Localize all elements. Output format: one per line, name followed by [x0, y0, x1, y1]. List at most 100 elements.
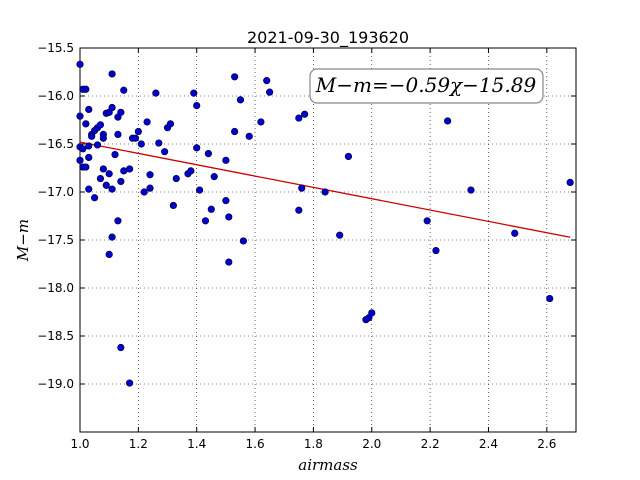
data-point: [336, 231, 344, 239]
x-tick-label: 1.0: [70, 437, 89, 451]
data-point: [134, 127, 142, 136]
data-point: [111, 150, 119, 159]
data-point: [263, 77, 271, 85]
data-point: [120, 86, 128, 94]
data-point: [295, 114, 303, 122]
data-point: [117, 108, 125, 116]
data-point: [76, 60, 84, 68]
data-point: [137, 140, 145, 148]
data-points: [76, 60, 574, 387]
data-point: [368, 309, 376, 317]
data-point: [126, 165, 134, 173]
y-tick-label: −17.5: [37, 233, 74, 247]
data-point: [102, 181, 110, 189]
data-point: [96, 174, 105, 183]
x-tick-labels: 1.0 1.2 1.4 1.6 1.8 2.0 2.2 2.4 2.6: [70, 437, 556, 451]
x-tick-label: 2.6: [537, 437, 556, 451]
data-point: [85, 142, 93, 150]
data-point: [301, 110, 309, 118]
data-point: [82, 120, 90, 128]
data-point: [99, 134, 107, 142]
x-tick-label: 2.2: [421, 437, 440, 451]
x-tick-label: 2.4: [479, 437, 498, 451]
data-point: [108, 185, 116, 193]
data-point: [108, 233, 116, 241]
data-point: [344, 152, 353, 161]
x-tick-label: 1.6: [246, 437, 265, 451]
data-point: [511, 229, 519, 237]
data-point: [96, 121, 105, 129]
data-point: [126, 379, 134, 387]
data-point: [99, 165, 107, 173]
data-point: [225, 258, 233, 266]
data-point: [257, 118, 265, 126]
y-tick-label: −18.5: [37, 329, 74, 343]
data-point: [131, 134, 140, 142]
y-tick-label: −16.5: [37, 137, 74, 151]
fit-equation-text: M−m=−0.59χ−15.89: [315, 73, 537, 97]
data-point: [105, 170, 113, 178]
data-point: [225, 213, 233, 221]
data-point: [82, 163, 90, 171]
y-tick-label: −17.0: [37, 185, 74, 199]
data-point: [105, 250, 113, 258]
data-point: [88, 132, 96, 140]
data-point: [108, 70, 116, 78]
data-point: [117, 343, 125, 352]
data-point: [444, 117, 452, 125]
data-point: [298, 184, 306, 192]
data-point: [161, 148, 169, 156]
data-point: [172, 174, 180, 183]
data-point: [140, 188, 148, 196]
data-point: [82, 85, 90, 93]
data-point: [239, 237, 247, 245]
data-point: [143, 118, 151, 126]
data-point: [423, 217, 431, 225]
data-point: [222, 197, 230, 205]
data-point: [169, 201, 177, 210]
data-point: [108, 103, 116, 112]
annotation-box: [309, 68, 544, 104]
data-point: [245, 132, 253, 140]
data-point: [236, 96, 245, 104]
data-point: [210, 173, 218, 181]
y-tick-label: −19.0: [37, 377, 74, 391]
data-point: [155, 139, 163, 147]
x-axis-label: airmass: [298, 456, 358, 474]
data-point: [76, 112, 84, 120]
x-tick-label: 1.8: [304, 437, 323, 451]
data-point: [93, 141, 102, 149]
data-point: [190, 89, 198, 97]
y-tick-labels: −15.5 −16.0 −16.5 −17.0 −17.5 −18.0 −18.5 −19.0: [37, 41, 74, 391]
data-point: [114, 130, 122, 138]
x-tick-label: 2.0: [362, 437, 381, 451]
y-tick-label: −18.0: [37, 281, 74, 295]
data-point: [166, 120, 175, 128]
x-tick-label: 1.2: [129, 437, 148, 451]
y-tick-label: −15.5: [37, 41, 74, 55]
data-point: [207, 205, 215, 213]
grid-lines: [79, 47, 576, 432]
data-point: [201, 217, 210, 225]
data-point: [76, 156, 84, 164]
data-point: [295, 206, 303, 214]
data-point: [231, 127, 239, 136]
data-point: [90, 194, 99, 202]
data-point: [204, 150, 212, 158]
data-point: [79, 145, 87, 153]
y-axis-label: M−m: [14, 219, 32, 262]
data-point: [146, 184, 154, 192]
fit-equation-annotation: M−m=−0.59χ−15.89: [309, 68, 544, 104]
data-point: [187, 167, 195, 175]
data-point: [114, 217, 122, 225]
data-point: [546, 294, 554, 303]
data-point: [266, 88, 274, 96]
data-point: [432, 246, 440, 255]
data-point: [196, 186, 204, 194]
data-point: [566, 178, 574, 186]
x-tick-label: 1.4: [187, 437, 206, 451]
data-point: [117, 177, 125, 186]
data-point: [193, 144, 201, 152]
data-point: [85, 153, 93, 162]
